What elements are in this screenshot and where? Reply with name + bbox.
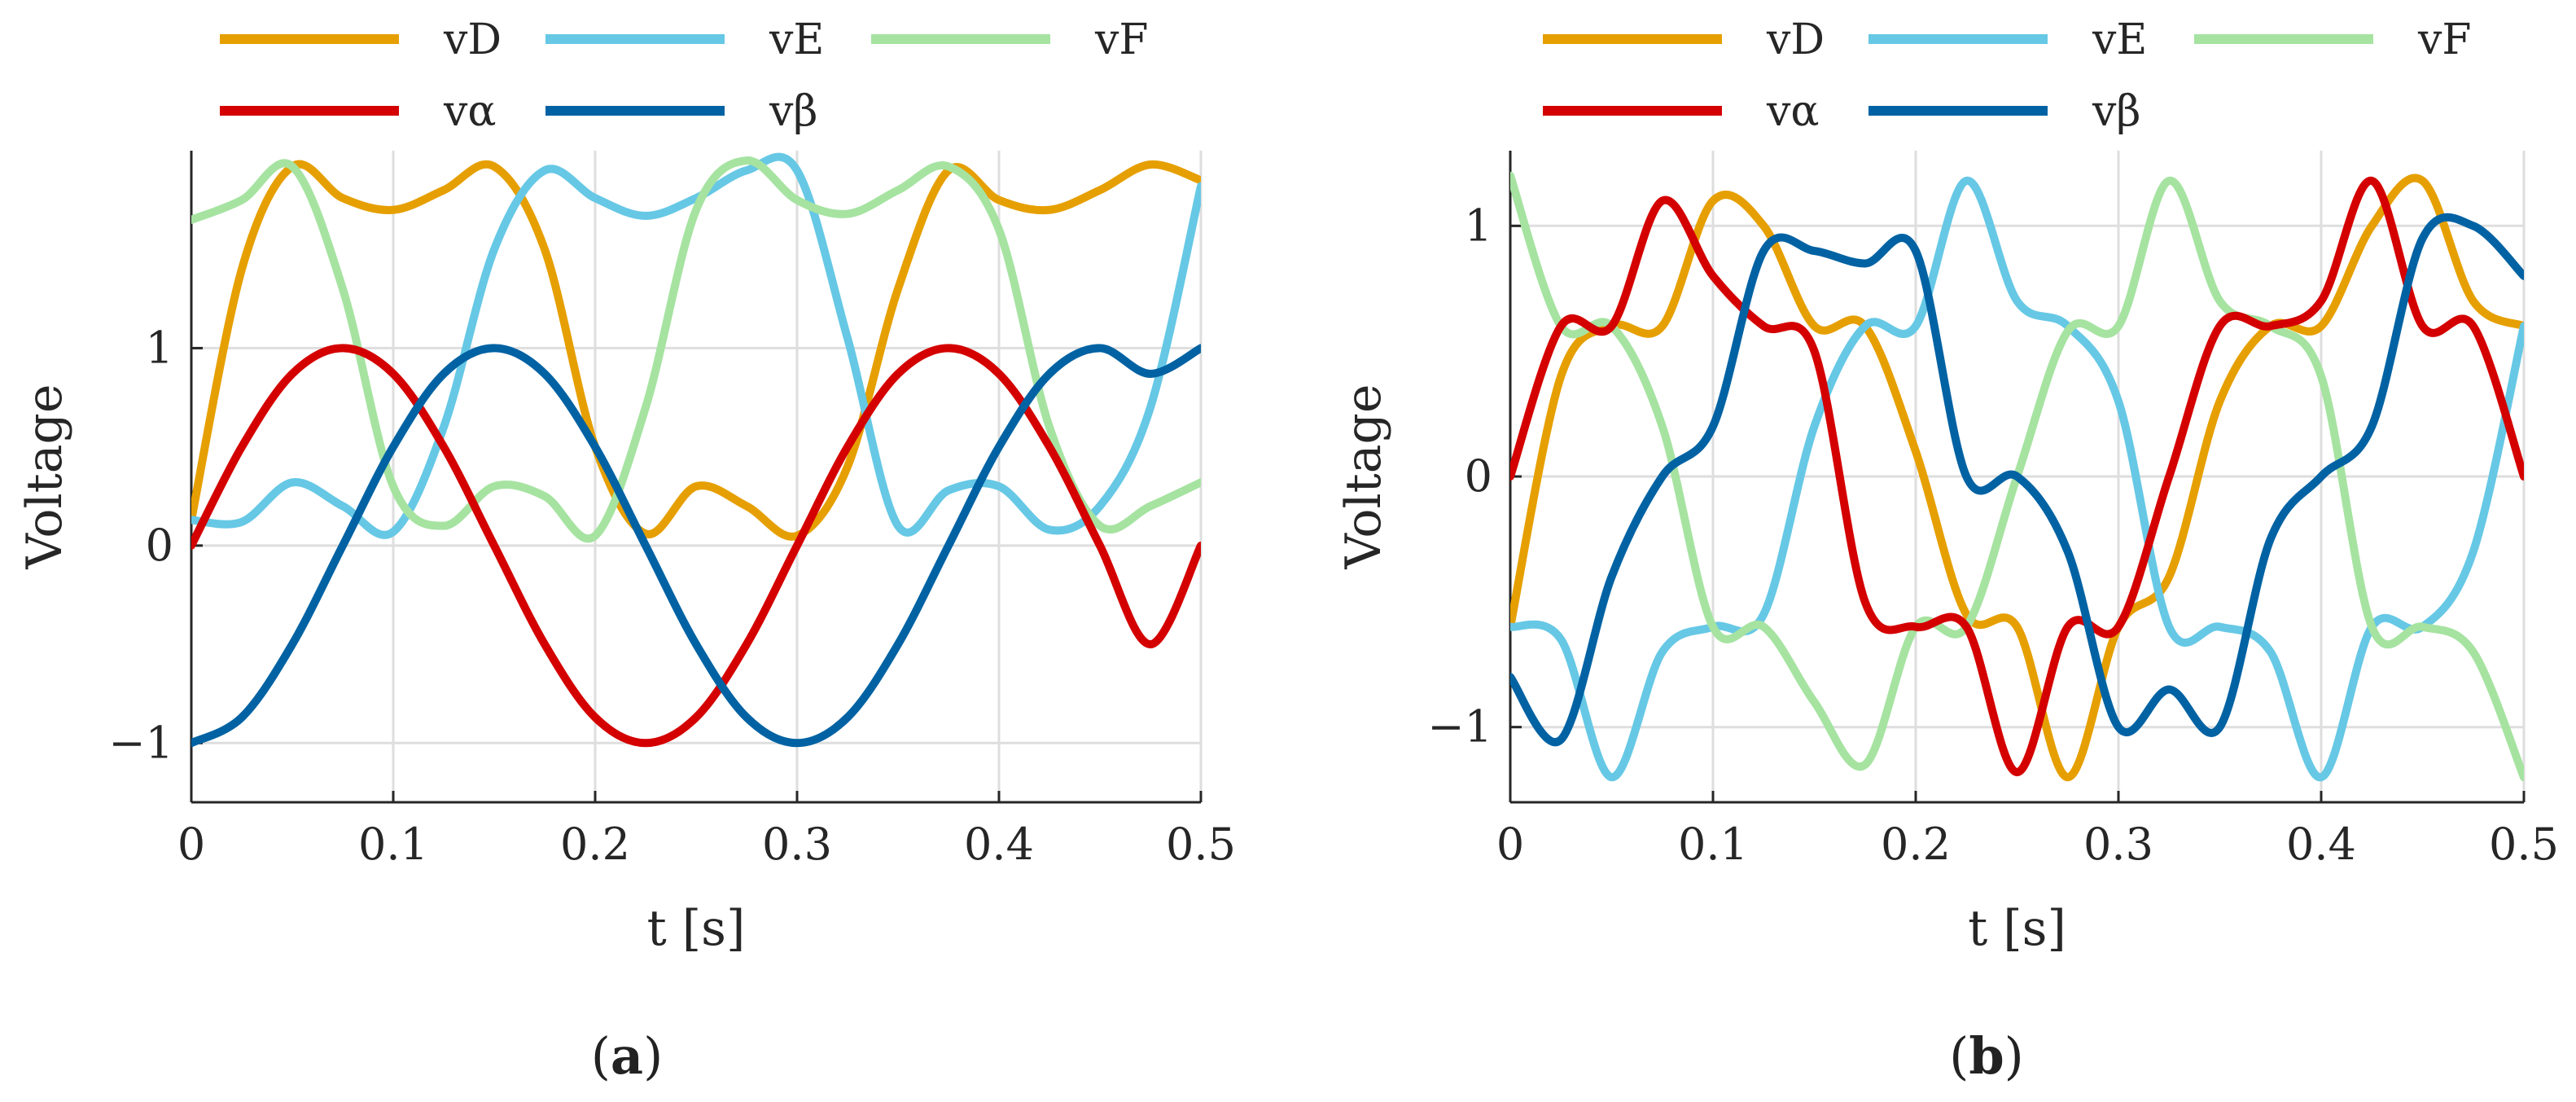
series-line-vD (1510, 173, 2524, 782)
y-tick-label: 0 (146, 520, 173, 571)
x-axis-title: t [s] (647, 900, 746, 957)
y-axis-title: Voltage (16, 384, 73, 570)
x-tick-label: 0.3 (2083, 819, 2153, 870)
panel-caption: (b) (1949, 1026, 2024, 1086)
x-tick-label: 0.5 (2489, 819, 2559, 870)
series-line-vα (1510, 176, 2524, 777)
x-tick-label: 0.1 (358, 819, 428, 870)
y-tick-label: 0 (1465, 450, 1492, 502)
series-line-vD (191, 160, 1201, 541)
x-tick-label: 0.2 (560, 819, 630, 870)
legend-label: vF (2417, 15, 2471, 64)
x-tick-label: 0.4 (2286, 819, 2356, 870)
series-line-vE (1510, 176, 2524, 782)
x-tick-label: 0 (1496, 819, 1524, 870)
series-line-vβ (1510, 213, 2524, 747)
legend-label: vα (443, 87, 497, 136)
x-tick-label: 0.2 (1881, 819, 1951, 870)
x-tick-label: 0.1 (1678, 819, 1748, 870)
legend-label: vF (1094, 15, 1148, 64)
legend-label: vα (1766, 87, 1820, 136)
series-line-vF (191, 156, 1201, 542)
y-tick-label: 1 (146, 322, 173, 373)
legend-label: vE (769, 15, 824, 64)
panel-b: 0 0.1 0.2 0.3 0.4 0.5 −1 0 1 t [s] Voltage vD vE vF vα… (1335, 15, 2559, 1086)
x-tick-label: 0.4 (964, 819, 1034, 870)
legend-label: vD (443, 15, 502, 64)
panel-letter: b (1969, 1026, 2004, 1086)
series-line-vE (191, 152, 1201, 539)
y-tick-label: −1 (108, 717, 173, 768)
y-tick-label: −1 (1427, 701, 1492, 753)
legend-label: vβ (769, 87, 817, 136)
legend-label: vE (2092, 15, 2147, 64)
panel-caption: (a) (591, 1026, 664, 1086)
y-axis-title: Voltage (1335, 384, 1392, 570)
series-line-vβ (191, 344, 1201, 748)
x-tick-label: 0.3 (762, 819, 832, 870)
legend-label: vβ (2092, 87, 2140, 136)
legend-label: vD (1766, 15, 1825, 64)
x-tick-label: 0.5 (1166, 819, 1236, 870)
series-line-vF (1510, 171, 2524, 782)
x-tick-label: 0 (177, 819, 205, 870)
series-line-vα (191, 344, 1201, 748)
y-tick-label: 1 (1465, 200, 1492, 251)
x-axis-title: t [s] (1968, 900, 2066, 957)
panel-letter: a (611, 1026, 643, 1086)
